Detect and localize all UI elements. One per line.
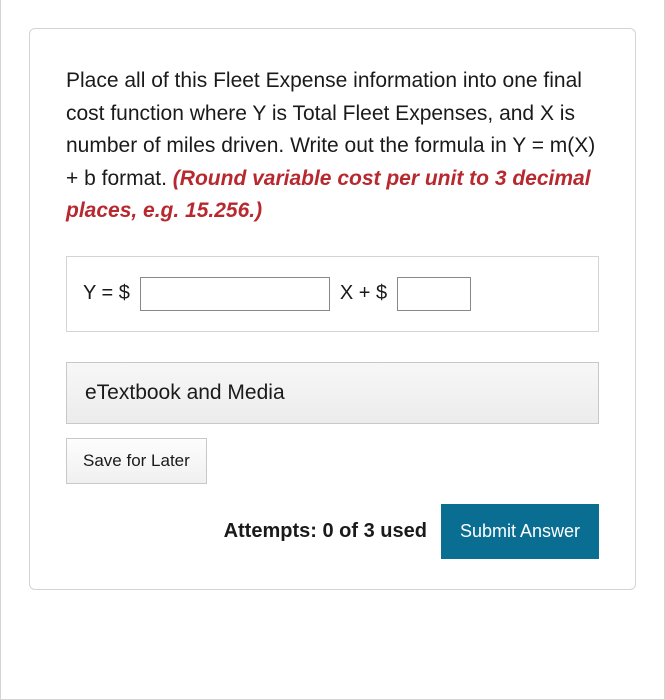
formula-input-row: Y = $ X + $ bbox=[66, 256, 599, 332]
intercept-input[interactable] bbox=[397, 277, 471, 311]
page-frame: Place all of this Fleet Expense informat… bbox=[0, 0, 665, 700]
formula-middle-label: X + $ bbox=[340, 282, 387, 305]
submit-answer-button[interactable]: Submit Answer bbox=[441, 504, 599, 559]
formula-prefix-label: Y = $ bbox=[83, 282, 130, 305]
etextbook-media-button[interactable]: eTextbook and Media bbox=[66, 362, 599, 424]
question-card: Place all of this Fleet Expense informat… bbox=[29, 28, 636, 590]
slope-input[interactable] bbox=[140, 277, 330, 311]
attempts-label: Attempts: 0 of 3 used bbox=[224, 520, 427, 543]
bottom-row: Attempts: 0 of 3 used Submit Answer bbox=[66, 504, 599, 559]
save-for-later-button[interactable]: Save for Later bbox=[66, 438, 207, 484]
question-body: Place all of this Fleet Expense informat… bbox=[66, 65, 599, 228]
